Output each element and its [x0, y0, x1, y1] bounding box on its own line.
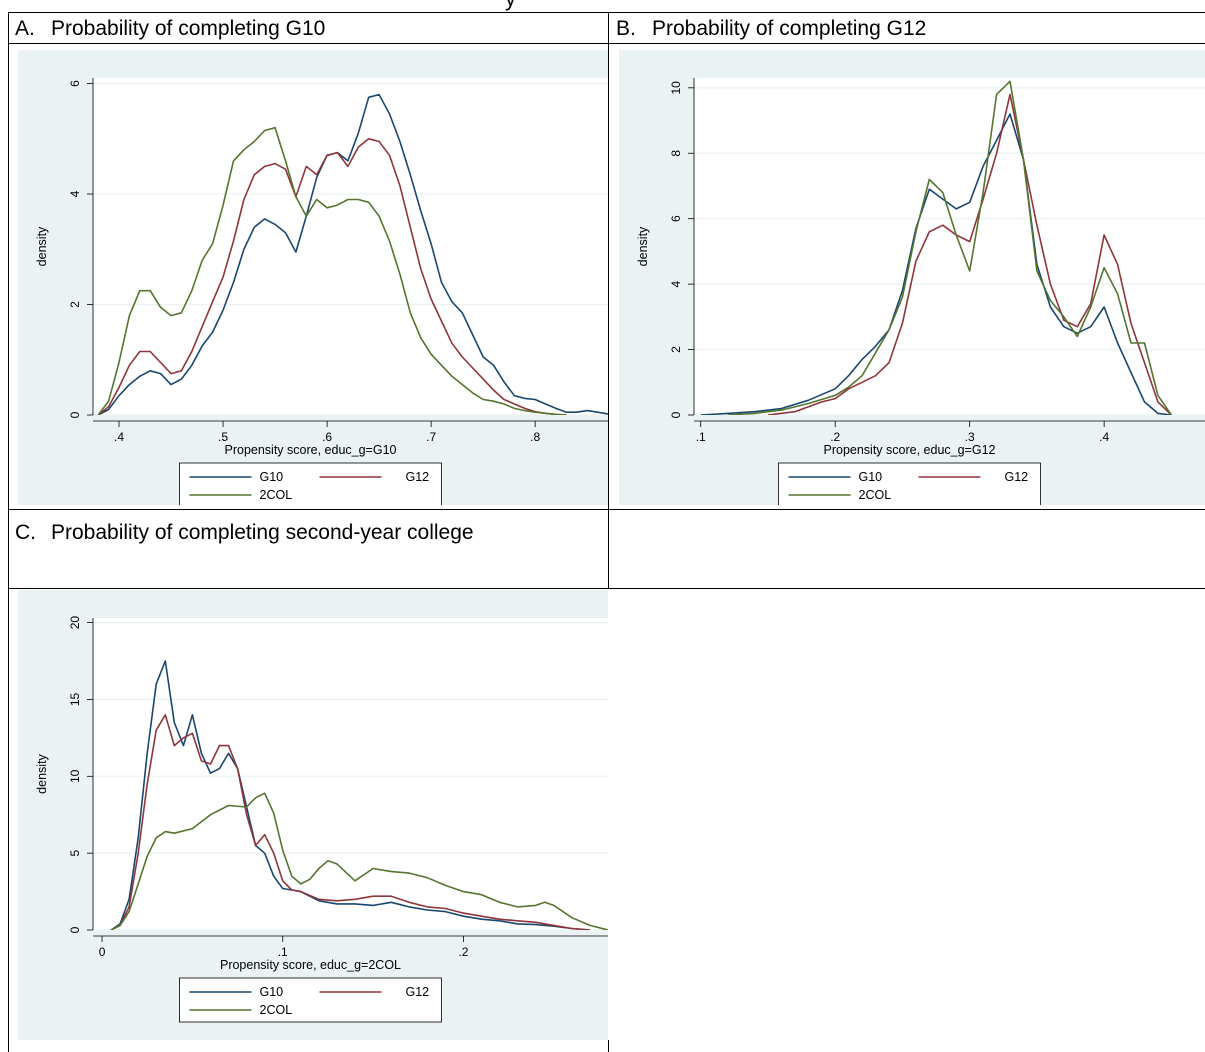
panel-c-plot-area — [93, 618, 608, 930]
panel-a-xtick-label: .4 — [114, 430, 124, 444]
panel-c-ytick-label: 5 — [68, 849, 82, 856]
panel-a-legend-label-2col: 2COL — [260, 488, 293, 502]
document-title-fragment: y — [0, 0, 1205, 12]
panel-a-ytick-label: 4 — [68, 190, 82, 197]
panel-b-legend-label-g10: G10 — [859, 470, 883, 484]
chart-panel-a: 0 2 4 6 .4 .5 .6 .7 .8 Propensity score, educ_g=G… — [18, 50, 608, 505]
panel-b-xtick-label: .2 — [830, 430, 840, 444]
panel-a-series-g10-line — [97, 93, 608, 415]
panel-b-ytick-label: 6 — [669, 215, 683, 222]
panel-b-legend-label-g12: G12 — [1005, 470, 1029, 484]
panel-b-legend-label-2col: 2COL — [859, 488, 892, 502]
panel-c-ytick-label: 20 — [68, 616, 82, 630]
document-title-text: y — [505, 0, 516, 12]
panel-c-series-g10-line — [110, 660, 590, 930]
panel-a-xtick-label: .7 — [426, 430, 436, 444]
table-border-row1 — [8, 43, 1205, 44]
chart-panel-b: 0 2 4 6 8 10 .1 .2 .3 .4 Propensity score, educ_g=… — [619, 50, 1205, 505]
panel-a-letter: A. — [15, 17, 35, 40]
table-border-row3 — [8, 588, 1205, 589]
panel-a-legend-label-g10: G10 — [260, 470, 284, 484]
panel-c-xtick-label: 0 — [99, 945, 106, 959]
panel-b-legend — [778, 462, 1041, 505]
panel-a-series-2col-line — [97, 126, 567, 415]
panel-c-title: C. Probability of completing second-year … — [15, 520, 535, 546]
panel-b-plot-area — [694, 78, 1205, 415]
panel-a-ytick-label: 0 — [68, 411, 82, 418]
panel-c-ytick-label: 15 — [68, 692, 82, 706]
panel-b-xtick-label: .1 — [696, 430, 706, 444]
panel-a-ytick-label: 2 — [68, 301, 82, 308]
panel-c-series-2col-line — [110, 792, 608, 930]
table-border-mid-bottom — [608, 1040, 609, 1052]
panel-b-ytick-label: 8 — [669, 150, 683, 157]
panel-b-xtick-label: .4 — [1099, 430, 1109, 444]
panel-b-ytick-label: 2 — [669, 346, 683, 353]
panel-b-title: B. Probability of completing G12 — [616, 16, 1196, 42]
panel-c-xtick-label: .2 — [458, 945, 468, 959]
panel-a-plot-area — [93, 78, 608, 415]
panel-c-legend-label-2col: 2COL — [260, 1003, 293, 1017]
panel-b-ytick-label: 4 — [669, 280, 683, 287]
table-border-mid — [608, 12, 609, 589]
panel-c-ytick-label: 0 — [68, 926, 82, 933]
panel-a-xlabel: Propensity score, educ_g=G10 — [225, 443, 397, 457]
panel-a-title: A. Probability of completing G10 — [15, 16, 595, 42]
panel-c-xlabel: Propensity score, educ_g=2COL — [220, 958, 401, 972]
panel-b-title-text: Probability of completing G12 — [652, 17, 927, 40]
panel-a-xtick-label: .5 — [218, 430, 228, 444]
panel-c-letter: C. — [15, 521, 36, 544]
table-border-top — [8, 12, 1205, 13]
panel-a-series-g12-line — [97, 138, 567, 415]
figure-table: A. Probability of completing G10 B. Probab… — [8, 12, 1205, 1052]
chart-panel-c: 0 5 10 15 20 0 .1 .2 Propensity score, educ_g=2C… — [18, 590, 608, 1040]
panel-c-ylabel: density — [35, 753, 49, 793]
panel-b-ytick-label: 0 — [669, 411, 683, 418]
panel-b-ytick-label: 10 — [669, 81, 683, 95]
panel-b-series-2col-line — [727, 80, 1173, 415]
panel-c-series-g12-line — [110, 714, 590, 930]
panel-c-xtick-label: .1 — [278, 945, 288, 959]
panel-b-xtick-label: .3 — [965, 430, 975, 444]
panel-b-letter: B. — [616, 17, 636, 40]
panel-b-series-g10-line — [700, 113, 1172, 415]
panel-b-xlabel: Propensity score, educ_g=G12 — [824, 443, 996, 457]
panel-a-legend — [179, 462, 442, 505]
panel-a-ylabel: density — [35, 226, 49, 266]
panel-c-legend-label-g10: G10 — [260, 985, 284, 999]
table-border-row2 — [8, 509, 1205, 510]
panel-c-title-text: Probability of completing second-year co… — [51, 521, 474, 544]
panel-a-xtick-label: .8 — [530, 430, 540, 444]
table-border-left — [8, 12, 9, 1052]
panel-a-ytick-label: 6 — [68, 80, 82, 87]
panel-a-xtick-label: .6 — [322, 430, 332, 444]
panel-b-series-g12-line — [767, 93, 1172, 415]
panel-a-legend-label-g12: G12 — [406, 470, 430, 484]
panel-c-ytick-label: 10 — [68, 769, 82, 783]
panel-c-legend — [179, 977, 442, 1023]
panel-c-legend-label-g12: G12 — [406, 985, 430, 999]
panel-a-title-text: Probability of completing G10 — [51, 17, 326, 40]
panel-b-ylabel: density — [636, 226, 650, 266]
